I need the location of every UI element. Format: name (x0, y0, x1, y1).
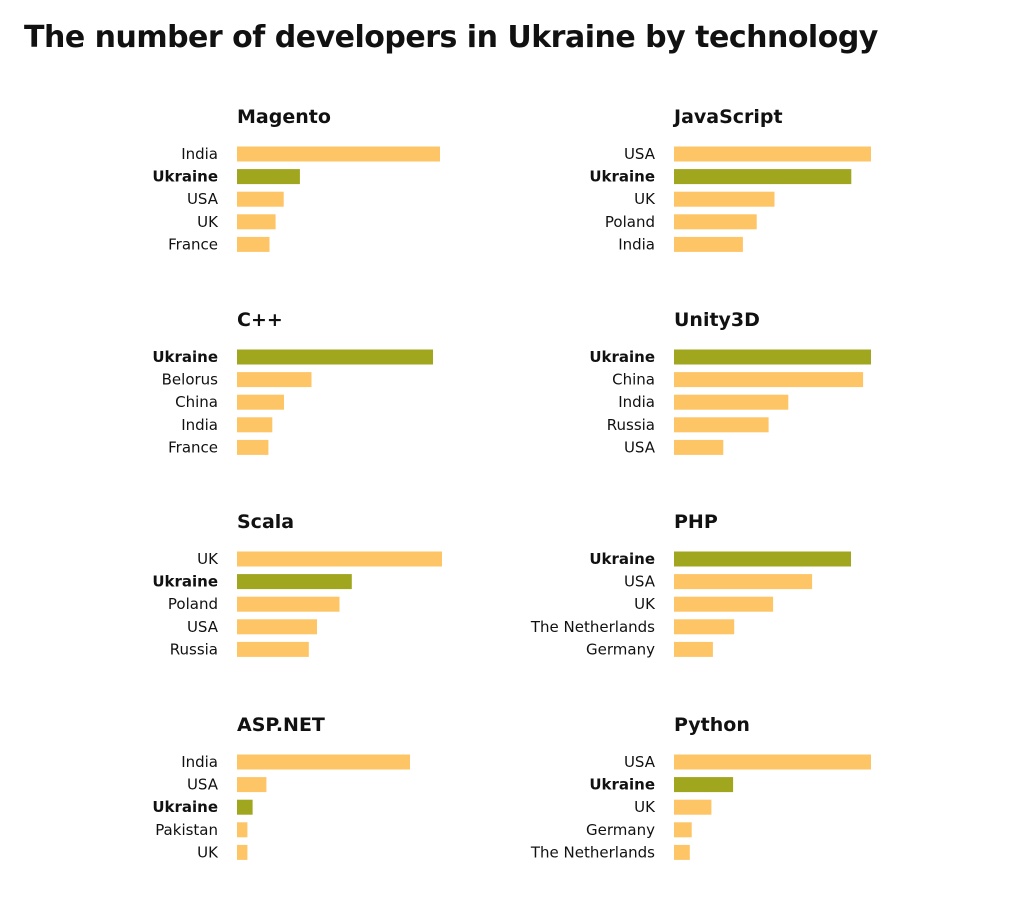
bar-uk (237, 551, 442, 567)
category-label: UK (634, 798, 656, 816)
page-title: The number of developers in Ukraine by t… (24, 20, 878, 55)
bar-ukraine (237, 169, 300, 185)
category-label: UK (197, 550, 219, 568)
category-label: Poland (168, 595, 218, 613)
bar-the-netherlands (674, 619, 735, 635)
bar-usa (674, 439, 724, 455)
chart-panel: Magento India Ukraine USA UK France (152, 106, 440, 253)
bar-belorus (237, 372, 312, 388)
chart-title: Unity3D (674, 309, 760, 331)
category-label: India (618, 235, 655, 253)
category-label: Pakistan (155, 821, 218, 839)
category-label: India (618, 393, 655, 411)
bar-india (237, 417, 273, 433)
bar-france (237, 236, 270, 252)
category-label: UK (197, 843, 219, 861)
bar-germany (674, 641, 713, 657)
category-label: USA (624, 573, 656, 591)
category-label: Ukraine (589, 168, 655, 186)
bar-usa (237, 777, 267, 793)
bar-ukraine (237, 799, 253, 815)
bar-uk (674, 596, 774, 612)
chart-panel: PHP Ukraine USA UK The Netherlands Germany (530, 511, 851, 658)
category-label: Ukraine (152, 168, 218, 186)
category-label: Poland (605, 213, 655, 231)
bar-uk (237, 844, 248, 860)
category-label: China (612, 371, 655, 389)
category-label: USA (187, 190, 219, 208)
category-label: Ukraine (589, 776, 655, 794)
category-label: The Netherlands (530, 618, 655, 636)
category-label: Germany (586, 640, 655, 658)
bar-russia (237, 641, 309, 657)
category-label: UK (634, 595, 656, 613)
bar-india (237, 146, 440, 162)
bar-usa (674, 146, 871, 162)
bar-ukraine (237, 574, 352, 590)
bar-poland (674, 214, 757, 230)
chart-title: JavaScript (672, 106, 783, 128)
bar-usa (674, 574, 813, 590)
category-label: UK (197, 213, 219, 231)
category-label: India (181, 753, 218, 771)
category-label: Ukraine (589, 550, 655, 568)
category-label: France (168, 438, 218, 456)
bar-ukraine (674, 349, 871, 365)
bar-usa (237, 619, 317, 635)
bar-ukraine (674, 551, 851, 567)
bar-uk (674, 191, 775, 207)
bar-usa (674, 754, 871, 770)
category-label: France (168, 235, 218, 253)
category-label: Russia (170, 640, 218, 658)
category-label: UK (634, 190, 656, 208)
category-label: USA (187, 776, 219, 794)
chart-panel: Scala UK Ukraine Poland USA Russia (152, 511, 442, 658)
bar-uk (237, 214, 276, 230)
bar-pakistan (237, 822, 248, 838)
chart-panel: Unity3D Ukraine China India Russia USA (589, 309, 871, 456)
chart-title: C++ (237, 309, 283, 331)
bar-ukraine (674, 777, 734, 793)
bar-poland (237, 596, 340, 612)
category-label: USA (624, 145, 656, 163)
category-label: Ukraine (589, 348, 655, 366)
bar-india (674, 236, 743, 252)
bar-usa (237, 191, 284, 207)
bar-france (237, 439, 269, 455)
bar-russia (674, 417, 769, 433)
chart-panel: ASP.NET India USA Ukraine Pakistan UK (152, 714, 410, 861)
chart-panel: Python USA Ukraine UK Germany The Netherlands (530, 714, 871, 861)
category-label: India (181, 416, 218, 434)
chart-title: Python (674, 714, 750, 736)
category-label: Ukraine (152, 798, 218, 816)
category-label: The Netherlands (530, 843, 655, 861)
bar-the-netherlands (674, 844, 690, 860)
bar-india (237, 754, 410, 770)
category-label: Germany (586, 821, 655, 839)
bar-ukraine (674, 169, 852, 185)
bar-china (237, 394, 284, 410)
chart-panel: C++ Ukraine Belorus China India France (152, 309, 433, 456)
category-label: Ukraine (152, 573, 218, 591)
chart-panel: JavaScript USA Ukraine UK Poland India (589, 106, 871, 253)
chart-title: PHP (674, 511, 718, 533)
category-label: USA (624, 438, 656, 456)
chart-title: Scala (237, 511, 294, 533)
bar-india (674, 394, 789, 410)
category-label: Ukraine (152, 348, 218, 366)
category-label: China (175, 393, 218, 411)
category-label: USA (624, 753, 656, 771)
category-label: USA (187, 618, 219, 636)
bar-ukraine (237, 349, 433, 365)
bar-uk (674, 799, 712, 815)
chart-title: ASP.NET (237, 714, 325, 736)
category-label: Belorus (162, 371, 219, 389)
category-label: Russia (607, 416, 655, 434)
bar-germany (674, 822, 692, 838)
chart-title: Magento (237, 106, 331, 128)
category-label: India (181, 145, 218, 163)
bar-china (674, 372, 864, 388)
